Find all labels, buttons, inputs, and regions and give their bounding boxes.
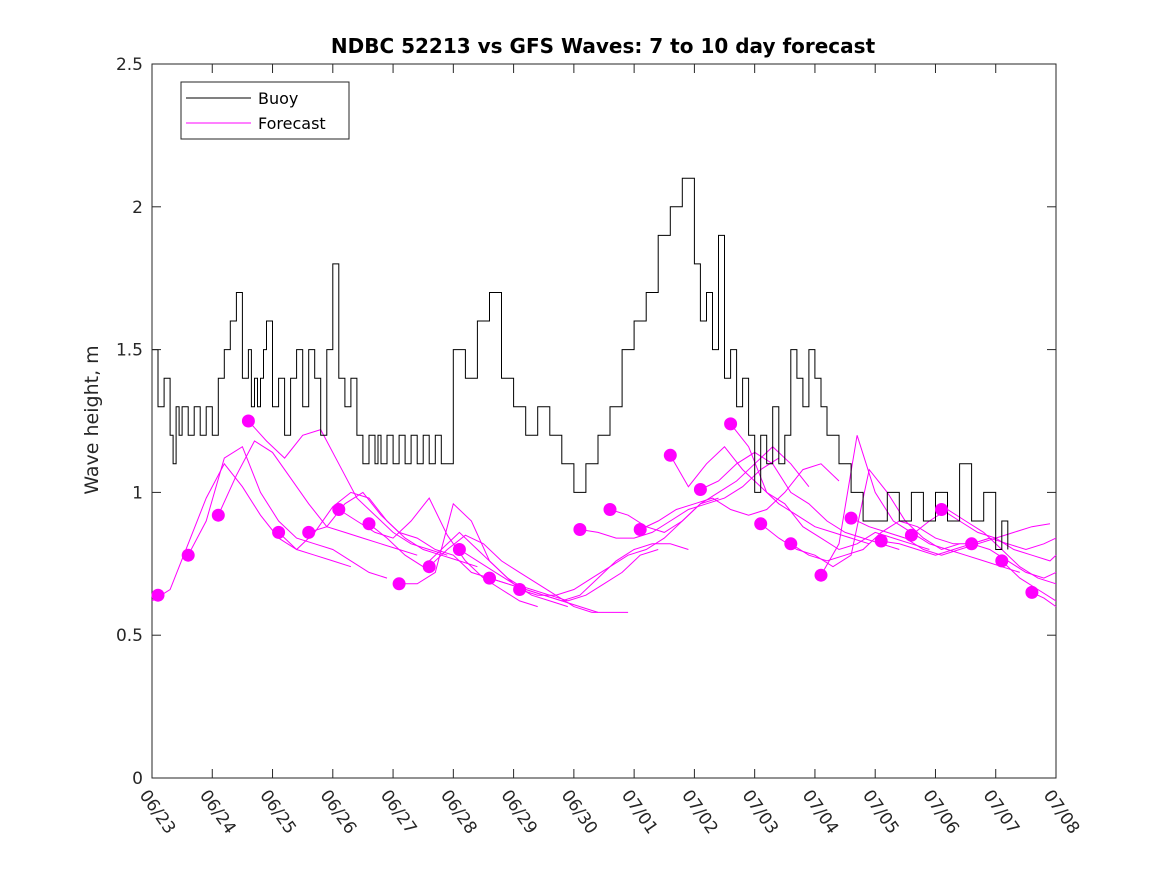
- x-tick-label: 07/07: [979, 786, 1023, 838]
- forecast-marker: [874, 534, 888, 548]
- forecast-run-2: [187, 445, 388, 579]
- forecast-marker: [422, 560, 436, 574]
- forecast-run-27: [971, 543, 1057, 579]
- legend-box: [180, 81, 350, 140]
- x-tick-label: 07/05: [858, 786, 902, 838]
- forecast-marker: [483, 571, 496, 585]
- y-axis-label: Wave height, m: [81, 345, 103, 494]
- forecast-marker: [211, 508, 225, 522]
- forecast-marker: [633, 523, 647, 536]
- forecast-marker: [754, 517, 768, 531]
- x-tick-label: 06/28: [436, 786, 480, 838]
- forecast-marker: [663, 448, 677, 462]
- forecast-run-19: [730, 423, 930, 551]
- forecast-marker: [302, 525, 316, 539]
- forecast-marker: [392, 577, 406, 591]
- legend: Buoy Forecast: [180, 81, 350, 140]
- forecast-run-11: [459, 549, 659, 602]
- legend-forecast-label: Forecast: [258, 114, 326, 133]
- forecast-marker: [452, 543, 466, 556]
- forecast-run-21: [790, 520, 990, 562]
- forecast-run-17: [669, 445, 870, 545]
- y-tick-label: 1: [132, 483, 143, 503]
- forecast-marker: [844, 511, 858, 525]
- x-tick-label: 07/02: [677, 786, 721, 838]
- forecast-marker: [362, 517, 376, 531]
- legend-buoy-label: Buoy: [258, 89, 298, 108]
- series-layer: [151, 177, 1057, 613]
- forecast-marker: [995, 554, 1009, 568]
- forecast-marker: [513, 583, 527, 596]
- x-tick-label: 06/25: [255, 786, 299, 838]
- x-tick-label: 06/26: [316, 786, 360, 838]
- forecast-marker: [332, 503, 346, 516]
- forecast-marker: [272, 525, 286, 539]
- forecast-run-9: [399, 502, 599, 613]
- forecast-marker: [724, 417, 738, 431]
- forecast-run-28: [1001, 560, 1057, 602]
- forecast-marker: [603, 503, 617, 516]
- forecast-run-22: [820, 435, 1020, 576]
- y-tick-label: 0: [132, 769, 143, 789]
- forecast-marker: [693, 483, 707, 496]
- forecast-run-18: [700, 451, 900, 550]
- x-tick-label: 06/23: [135, 786, 179, 838]
- y-tick-label: 1.5: [116, 341, 143, 361]
- forecast-marker: [573, 523, 587, 536]
- chart-title: NDBC 52213 vs GFS Waves: 7 to 10 day for…: [331, 34, 876, 58]
- forecast-marker: [181, 548, 195, 562]
- y-tick-label: 2.5: [116, 55, 143, 75]
- y-tick-label: 0.5: [116, 626, 143, 646]
- x-tick-label: 06/29: [497, 786, 541, 838]
- x-tick-label: 06/30: [557, 786, 601, 838]
- x-tick-label: 07/06: [918, 786, 962, 838]
- forecast-marker: [784, 537, 798, 551]
- forecast-marker: [814, 568, 828, 582]
- forecast-marker: [151, 588, 165, 602]
- forecast-run-7: [338, 497, 538, 608]
- buoy-series-line: [152, 177, 1009, 550]
- forecast-marker: [965, 537, 979, 551]
- x-tick-label: 06/27: [376, 786, 420, 838]
- x-tick-label: 07/01: [617, 786, 661, 838]
- x-tick-label: 07/08: [1039, 786, 1083, 838]
- forecast-run-14: [579, 457, 780, 539]
- forecast-run-26: [941, 509, 1057, 562]
- forecast-run-4: [248, 420, 448, 556]
- forecast-marker: [904, 528, 918, 542]
- forecast-run-10: [428, 534, 629, 613]
- forecast-marker: [1025, 585, 1039, 599]
- forecast-run-3: [217, 440, 418, 556]
- forecast-run-16: [639, 463, 840, 530]
- plot-area-frame: [151, 63, 1057, 779]
- x-tick-label: 07/04: [798, 786, 842, 838]
- forecast-marker: [241, 414, 255, 428]
- forecast-run-8: [368, 523, 568, 608]
- y-tick-label: 2: [132, 198, 143, 218]
- forecast-run-23: [850, 517, 1051, 556]
- x-tick-label: 06/24: [195, 786, 239, 838]
- x-tick-label: 07/03: [738, 786, 782, 838]
- forecast-marker: [935, 503, 948, 516]
